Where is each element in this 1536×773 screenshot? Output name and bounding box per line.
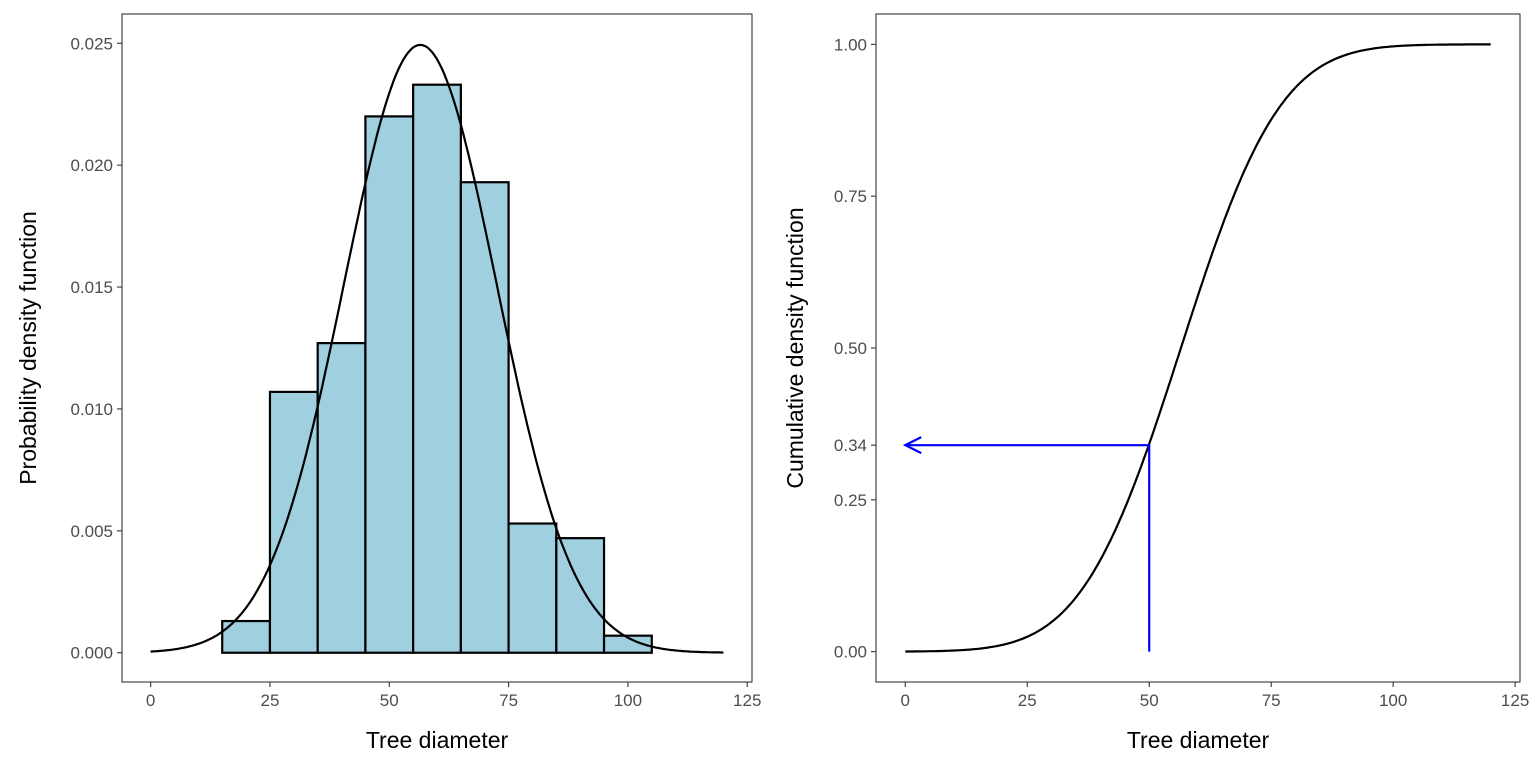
annotation-line <box>905 444 1151 652</box>
y-tick-label: 0.020 <box>70 156 113 175</box>
histogram-bar <box>459 181 510 654</box>
x-axis-label: Tree diameter <box>366 727 509 753</box>
y-tick-label: 0.000 <box>70 644 113 663</box>
cdf-curve <box>905 43 1491 653</box>
x-tick-label: 75 <box>1262 691 1281 710</box>
y-tick-label: 0.025 <box>70 34 113 53</box>
histogram-bar <box>412 83 462 654</box>
pdf-panel: 0 25 50 75 100 125 0.000 0.005 0.010 0.015 0.020 0.… <box>15 13 761 753</box>
x-tick-label: 75 <box>499 691 518 710</box>
y-tick-label: 0.25 <box>834 491 867 510</box>
y-tick-label: 0.010 <box>70 400 113 419</box>
density-curve <box>150 43 724 654</box>
x-tick-label: 0 <box>901 691 910 710</box>
histogram-bar <box>364 115 415 654</box>
histogram-bar <box>602 634 653 654</box>
cdf-panel: 0 25 50 75 100 125 0.00 0.25 0.34 0.50 0.75 1.00 Tre… <box>782 13 1529 753</box>
y-tick-label: 0.00 <box>834 643 867 662</box>
x-tick-label: 25 <box>260 691 279 710</box>
y-tick-label: 0.34 <box>834 436 867 455</box>
x-tick-label: 50 <box>1140 691 1159 710</box>
x-tick-label: 100 <box>614 691 642 710</box>
plot-border <box>875 13 1521 683</box>
x-tick-label: 50 <box>380 691 399 710</box>
y-tick-label: 0.005 <box>70 522 113 541</box>
x-tick-label: 25 <box>1018 691 1037 710</box>
x-tick-label: 0 <box>146 691 155 710</box>
x-tick-label: 125 <box>1501 691 1529 710</box>
y-tick-label: 1.00 <box>834 35 867 54</box>
histogram-bar <box>268 390 319 654</box>
y-tick-label: 0.75 <box>834 187 867 206</box>
y-axis-label: Probability density function <box>15 211 41 485</box>
y-tick-label: 0.015 <box>70 278 113 297</box>
x-tick-label: 100 <box>1379 691 1407 710</box>
y-axis-label: Cumulative density function <box>782 207 808 488</box>
histogram-bar <box>507 522 558 654</box>
histogram-bar <box>316 342 367 654</box>
y-tick-label: 0.50 <box>834 339 867 358</box>
arrow-head-icon <box>902 436 922 455</box>
x-tick-label: 125 <box>733 691 761 710</box>
histogram-bar <box>555 537 606 654</box>
plot-border <box>121 13 753 683</box>
x-axis-label: Tree diameter <box>1127 727 1270 753</box>
